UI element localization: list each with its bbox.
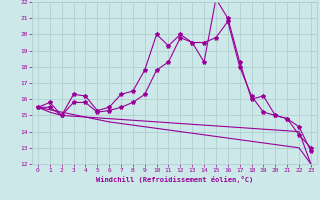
X-axis label: Windchill (Refroidissement éolien,°C): Windchill (Refroidissement éolien,°C) [96, 176, 253, 183]
